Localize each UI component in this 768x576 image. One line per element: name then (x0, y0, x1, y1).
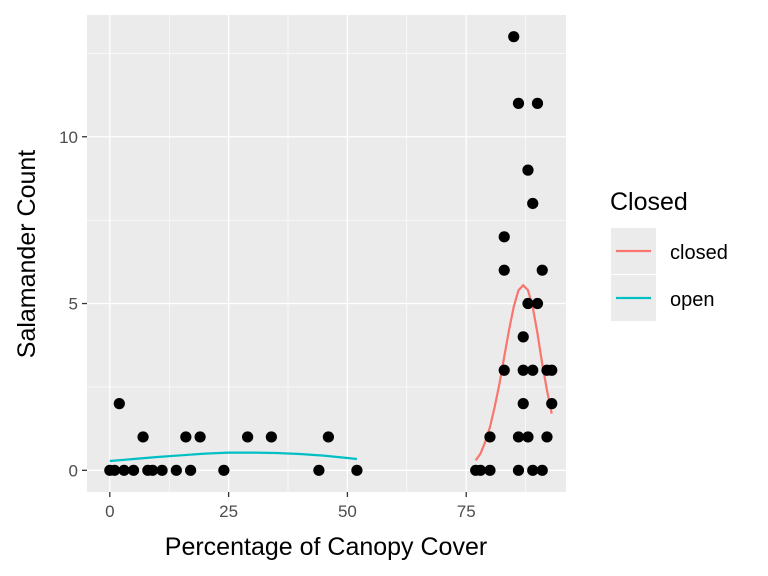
legend: Closed closed open (610, 188, 728, 321)
data-point (541, 431, 553, 443)
data-point (474, 464, 487, 476)
data-point (522, 431, 534, 443)
data-point (498, 364, 510, 376)
data-point (517, 398, 529, 410)
legend-label-open: open (670, 289, 715, 311)
data-point (512, 431, 525, 443)
x-axis-title: Percentage of Canopy Cover (165, 533, 487, 561)
data-point (546, 364, 558, 376)
y-tick-label: 5 (69, 295, 78, 314)
data-point (180, 431, 192, 443)
data-point (156, 464, 168, 476)
data-point (498, 264, 510, 276)
data-point (517, 331, 529, 343)
data-point (127, 464, 140, 476)
series-line-open (109, 451, 358, 463)
y-tick-label: 10 (59, 128, 78, 147)
data-point (536, 264, 548, 276)
x-tick-label: 50 (338, 502, 357, 521)
data-points (104, 31, 558, 476)
data-point (484, 431, 496, 443)
data-point (351, 464, 363, 476)
x-tick-label: 75 (457, 502, 476, 521)
y-tick-label: 0 (69, 461, 78, 480)
data-point (484, 464, 496, 476)
data-point (527, 364, 539, 376)
data-point (322, 431, 335, 443)
data-point (146, 464, 159, 476)
data-point (118, 464, 130, 476)
data-point (113, 398, 125, 410)
x-tick-label: 25 (219, 502, 238, 521)
legend-label-closed: closed (670, 242, 728, 264)
data-point (498, 231, 510, 243)
data-point (170, 464, 182, 476)
data-point (242, 431, 254, 443)
legend-title: Closed (610, 188, 688, 216)
data-point (517, 364, 529, 376)
data-point (194, 431, 206, 443)
data-point (546, 398, 558, 410)
data-point (531, 297, 544, 310)
data-point (531, 97, 544, 109)
data-point (512, 464, 525, 476)
data-point (313, 464, 325, 476)
minor-gridlines (87, 15, 566, 492)
data-point (536, 464, 548, 476)
data-point (527, 464, 539, 476)
plot-panel (87, 15, 566, 492)
x-tick-label: 0 (105, 502, 114, 521)
y-axis: 0 5 10 (59, 128, 87, 480)
data-point (265, 431, 277, 443)
data-point (184, 464, 197, 476)
data-point (512, 97, 525, 109)
data-point (522, 164, 534, 176)
data-point (218, 464, 230, 476)
data-point (108, 464, 121, 476)
y-axis-title: Salamander Count (13, 150, 41, 359)
data-point (522, 297, 534, 310)
data-point (137, 431, 149, 443)
data-point (527, 197, 539, 210)
data-point (508, 31, 520, 43)
x-axis: 0 25 50 75 (105, 492, 476, 521)
